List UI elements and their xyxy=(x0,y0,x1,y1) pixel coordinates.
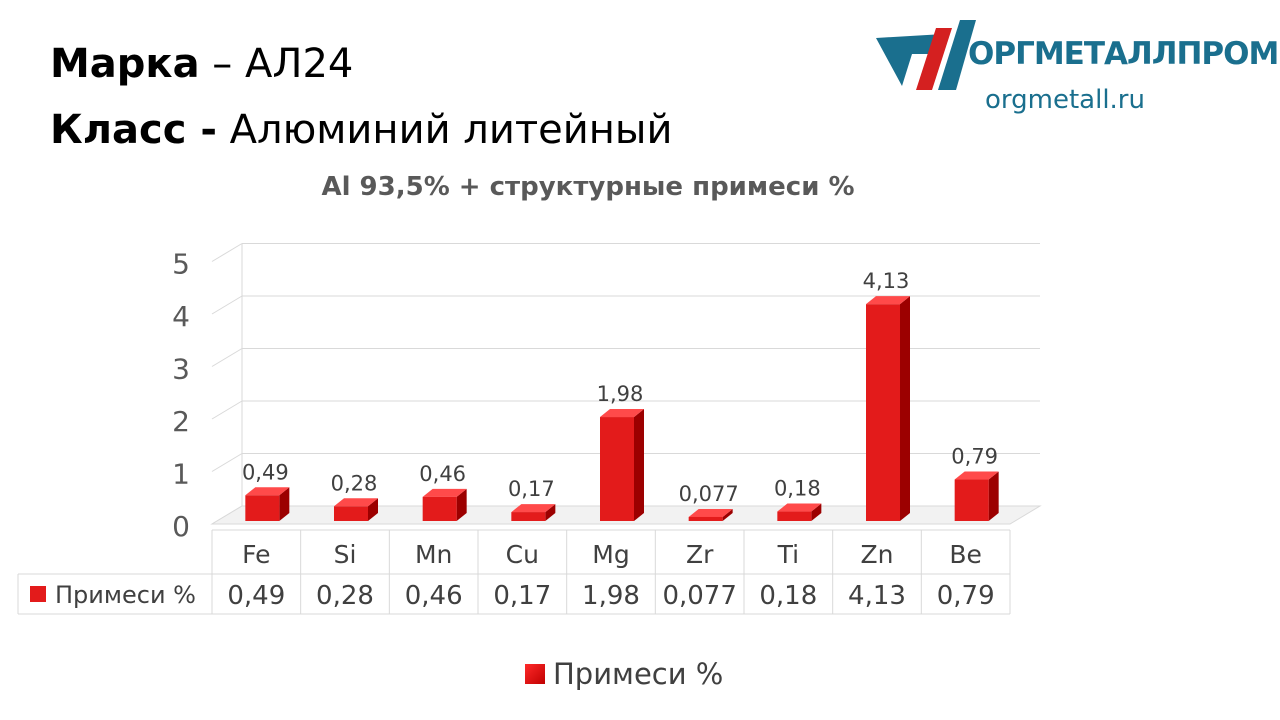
data-label: 0,49 xyxy=(242,460,289,484)
data-label: 0,077 xyxy=(679,482,739,506)
bar xyxy=(688,516,723,521)
x-tick-label: Zr xyxy=(686,540,714,569)
class-value: Алюминий литейный xyxy=(216,107,673,153)
x-tick-label: Zn xyxy=(861,540,894,569)
table-value: 4,13 xyxy=(848,581,906,611)
gridline-depth xyxy=(211,400,243,420)
x-tick-label: Ti xyxy=(777,540,799,569)
bar xyxy=(245,495,280,521)
x-tick-label: Si xyxy=(334,540,357,569)
logo-name: ОРГМЕТАЛЛПРОМ xyxy=(968,36,1279,72)
table-value: 1,98 xyxy=(582,581,640,611)
data-label: 0,28 xyxy=(331,471,378,495)
bar xyxy=(777,511,812,521)
logo-red-stroke xyxy=(916,28,952,90)
grade-label: Марка xyxy=(50,41,200,87)
legend-swatch xyxy=(525,664,545,684)
y-tick-label: 5 xyxy=(172,248,190,281)
class-heading: Класс - Алюминий литейный xyxy=(50,106,672,154)
bar-top xyxy=(777,503,822,512)
chart-title: Al 93,5% + структурные примеси % xyxy=(321,172,855,202)
data-label: 0,18 xyxy=(774,477,821,501)
x-tick-label: Cu xyxy=(506,540,539,569)
grade-heading: Марка – АЛ24 xyxy=(50,40,353,88)
table-value: 0,18 xyxy=(759,581,817,611)
bar-top xyxy=(600,409,644,418)
bar xyxy=(600,417,634,521)
table-value: 0,28 xyxy=(316,581,374,611)
gridline-depth xyxy=(211,348,243,367)
table-value: 0,49 xyxy=(227,581,285,611)
logo-blue-stroke-2 xyxy=(938,20,976,90)
data-label: 0,46 xyxy=(419,462,466,486)
bar-top xyxy=(866,296,910,305)
bar-side xyxy=(988,471,999,521)
table-value: 0,077 xyxy=(662,581,736,611)
bar xyxy=(866,304,900,521)
table-legend-swatch xyxy=(30,586,46,602)
y-tick-label: 3 xyxy=(172,353,190,386)
table-series-label: Примеси % xyxy=(55,581,196,609)
x-tick-label: Be xyxy=(949,540,982,569)
bar-top xyxy=(334,498,378,507)
logo-url[interactable]: orgmetall.ru xyxy=(985,85,1145,115)
bar xyxy=(954,479,989,521)
data-label: 1,98 xyxy=(597,382,644,406)
bar-side xyxy=(456,488,467,521)
table-value: 0,46 xyxy=(405,581,463,611)
class-label: Класс - xyxy=(50,107,217,153)
logo-blue-stroke xyxy=(876,34,944,86)
table-value: 0,17 xyxy=(493,581,551,611)
table-value: 0,79 xyxy=(937,581,995,611)
bar-top xyxy=(245,487,290,496)
grade-value: АЛ24 xyxy=(245,41,354,87)
grade-separator: – xyxy=(199,41,246,87)
x-tick-label: Mn xyxy=(415,540,452,569)
bar-top xyxy=(422,488,467,497)
bar xyxy=(511,512,546,521)
bar xyxy=(422,496,457,521)
data-label: 0,17 xyxy=(508,477,555,501)
bar-side xyxy=(279,487,290,521)
gridline-depth xyxy=(211,295,243,315)
bar-side xyxy=(634,409,644,521)
logo-mark-icon xyxy=(876,20,976,90)
bar-side xyxy=(722,508,733,521)
x-tick-label: Mg xyxy=(592,540,629,569)
bar-top xyxy=(511,504,556,513)
bar-side xyxy=(900,296,910,521)
data-label: 0,79 xyxy=(951,445,998,469)
bar-top xyxy=(954,471,999,480)
bar-side xyxy=(811,503,822,521)
y-tick-label: 0 xyxy=(172,510,190,543)
bar-side xyxy=(545,504,556,521)
x-tick-label: Fe xyxy=(242,540,270,569)
data-label: 4,13 xyxy=(863,269,910,293)
y-tick-label: 4 xyxy=(172,300,190,333)
gridline-depth xyxy=(211,453,243,472)
y-tick-label: 1 xyxy=(172,458,190,491)
y-tick-label: 2 xyxy=(172,405,190,438)
bar xyxy=(334,506,368,521)
gridline-depth xyxy=(211,243,243,262)
bar-top xyxy=(688,508,733,517)
bar-side xyxy=(368,498,378,521)
legend-label: Примеси % xyxy=(553,657,724,691)
chart-legend: Примеси % xyxy=(525,654,723,694)
